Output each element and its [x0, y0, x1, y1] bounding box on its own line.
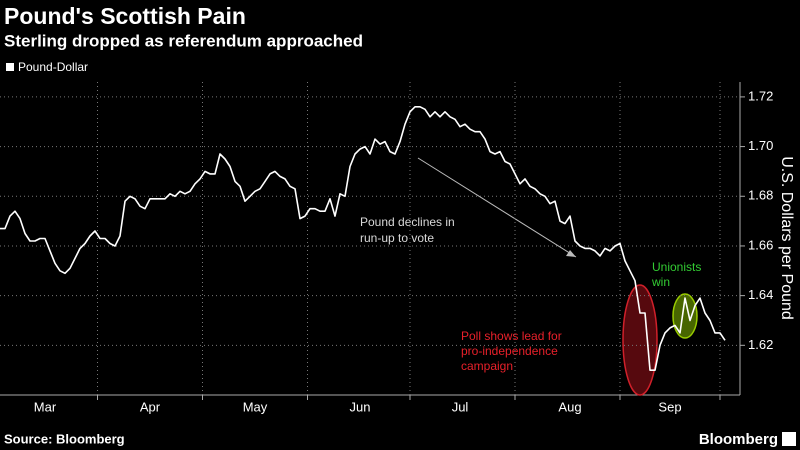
legend-swatch [6, 63, 14, 71]
annotation: campaign [461, 359, 513, 373]
annotation: win [651, 275, 670, 289]
x-tick-label: Mar [34, 399, 57, 414]
x-tick-label: Sep [658, 399, 681, 414]
brand: Bloomberg [699, 431, 778, 448]
annotation: Pound declines in [360, 215, 455, 229]
chart-subtitle: Sterling dropped as referendum approache… [4, 31, 363, 50]
vote-highlight [672, 293, 698, 339]
x-tick-label: May [243, 399, 268, 414]
source: Source: Bloomberg [4, 431, 125, 446]
annotation: run-up to vote [360, 231, 434, 245]
x-tick-label: Jul [452, 399, 469, 414]
y-axis-title: U.S. Dollars per Pound [778, 156, 795, 320]
brand-icon [782, 432, 796, 446]
y-tick-label: 1.70 [748, 138, 773, 153]
y-tick-label: 1.72 [748, 88, 773, 103]
annotation: Unionists [652, 260, 701, 274]
line-series [0, 106, 726, 371]
annotation: pro-independence [461, 344, 558, 358]
y-tick-label: 1.62 [748, 337, 773, 352]
annotation: Poll shows lead for [461, 329, 562, 343]
x-tick-label: Aug [558, 399, 581, 414]
poll-highlight [622, 284, 658, 396]
x-tick-label: Jun [350, 399, 371, 414]
legend-label: Pound-Dollar [18, 60, 88, 74]
chart-title: Pound's Scottish Pain [4, 3, 246, 29]
x-tick-label: Apr [140, 399, 161, 414]
arrow [417, 157, 577, 258]
y-tick-label: 1.64 [748, 287, 773, 302]
y-tick-label: 1.66 [748, 237, 773, 252]
y-tick-label: 1.68 [748, 188, 773, 203]
arrowhead [566, 250, 576, 257]
